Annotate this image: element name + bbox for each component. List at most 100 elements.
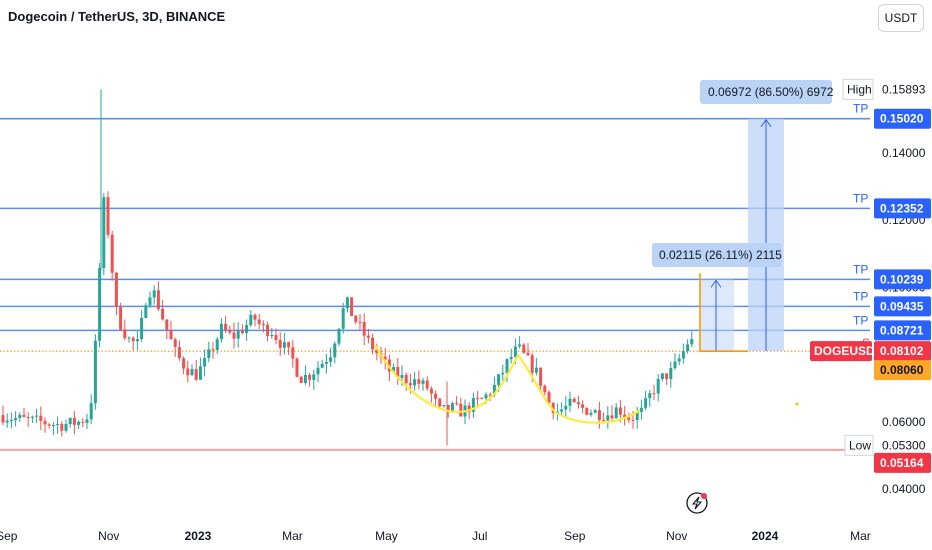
currency-button[interactable]: USDT [878,4,924,32]
candle[interactable] [539,367,543,391]
candle[interactable] [438,397,442,410]
candle[interactable] [152,285,156,305]
candle[interactable] [316,360,320,383]
candle[interactable] [68,417,72,428]
candle[interactable] [123,319,127,341]
candle[interactable] [9,412,13,429]
candle[interactable] [131,336,135,351]
candle[interactable] [509,348,513,364]
candle[interactable] [572,397,576,403]
candle[interactable] [455,396,459,406]
candle[interactable] [648,389,652,407]
candle[interactable] [333,341,337,364]
candle[interactable] [240,324,244,335]
candle[interactable] [114,271,118,316]
candle[interactable] [14,411,18,427]
candle[interactable] [585,407,589,416]
candle[interactable] [303,365,307,385]
candle[interactable] [434,390,438,406]
candle[interactable] [669,361,673,388]
candle[interactable] [665,373,669,385]
candle[interactable] [56,416,60,434]
candle[interactable] [93,334,97,410]
candle[interactable] [245,319,249,341]
candle[interactable] [371,333,375,355]
candle[interactable] [543,384,547,396]
candle[interactable] [660,373,664,382]
candle[interactable] [26,412,30,428]
candle[interactable] [639,399,643,420]
candle[interactable] [274,328,278,345]
candle[interactable] [690,331,694,348]
candle[interactable] [198,357,202,381]
candle[interactable] [366,328,370,344]
candle[interactable] [308,372,312,387]
candle[interactable] [119,302,123,332]
measure-box-small[interactable] [700,279,734,352]
candle[interactable] [547,389,551,404]
candle[interactable] [224,316,228,334]
candle[interactable] [144,302,148,319]
candle[interactable] [169,320,173,340]
candle[interactable] [480,397,484,400]
candle[interactable] [581,400,585,413]
candle[interactable] [623,406,627,426]
candle[interactable] [173,337,177,357]
candle[interactable] [417,370,421,390]
candle[interactable] [190,364,194,376]
candle[interactable] [98,262,102,348]
candle[interactable] [350,297,354,316]
candle[interactable] [320,359,324,369]
candle[interactable] [597,401,601,429]
candle[interactable] [165,319,169,340]
candle[interactable] [47,422,51,429]
candle[interactable] [337,328,341,347]
candle[interactable] [64,419,68,433]
candle[interactable] [135,330,139,351]
candle[interactable] [442,404,446,408]
candle[interactable] [282,332,286,355]
candle[interactable] [505,358,509,383]
candle[interactable] [249,310,253,328]
candle[interactable] [324,353,328,374]
candle[interactable] [257,313,261,330]
candle[interactable] [102,193,106,276]
candle[interactable] [18,412,22,422]
pattern-curve[interactable] [374,344,641,424]
candle[interactable] [232,322,236,349]
candle[interactable] [471,392,475,418]
candle[interactable] [329,347,333,367]
candle[interactable] [270,327,274,339]
candle[interactable] [278,332,282,357]
candle[interactable] [576,395,580,409]
candle[interactable] [72,411,76,435]
candle[interactable] [1,405,5,426]
candle[interactable] [215,336,219,355]
candle[interactable] [77,420,81,429]
candle[interactable] [656,374,660,402]
candle[interactable] [686,339,690,354]
candle[interactable] [396,358,400,386]
candle[interactable] [354,314,358,325]
candle[interactable] [560,402,564,416]
candle[interactable] [383,348,387,370]
candle[interactable] [673,353,677,371]
candle[interactable] [362,313,366,346]
candle[interactable] [161,299,165,321]
candle[interactable] [22,407,26,418]
candle[interactable] [593,408,597,414]
candle[interactable] [421,377,425,391]
candle[interactable] [606,406,610,429]
candle[interactable] [627,412,631,423]
candle[interactable] [358,313,362,330]
candle[interactable] [51,422,55,436]
candle[interactable] [148,291,152,308]
candle[interactable] [60,421,64,437]
candle[interactable] [345,296,349,313]
candle[interactable] [228,325,232,335]
candle[interactable] [253,313,257,327]
candle[interactable] [89,394,93,424]
candle[interactable] [501,364,505,381]
candle[interactable] [236,322,240,348]
candle[interactable] [518,335,522,349]
